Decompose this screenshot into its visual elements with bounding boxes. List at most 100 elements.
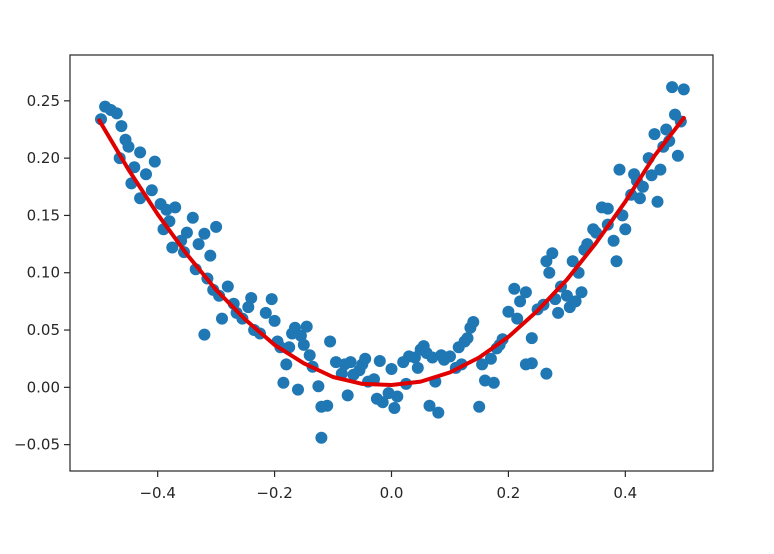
scatter-point-99: [461, 332, 474, 345]
scatter-point-74: [373, 355, 386, 367]
scatter-point-44: [265, 293, 278, 306]
scatter-point-48: [280, 358, 293, 371]
scatter-point-105: [484, 352, 497, 365]
scatter-point-161: [315, 431, 328, 444]
scatter-point-162: [540, 367, 553, 380]
scatter-point-156: [666, 81, 679, 94]
scatter-point-150: [648, 128, 661, 141]
scatter-point-114: [519, 286, 532, 299]
fit-line-layer: [97, 116, 686, 387]
scatter-point-103: [476, 358, 489, 371]
scatter-point-20: [166, 241, 179, 254]
scatter-point-123: [552, 306, 565, 319]
scatter-point-138: [607, 234, 620, 247]
scatter-point-106: [487, 376, 500, 389]
scatter-point-60: [321, 399, 334, 412]
scatter-point-66: [344, 356, 357, 369]
y-tick-label-4: 0.15: [27, 206, 60, 224]
x-tick-label-1: −0.2: [256, 484, 292, 502]
scatter-point-146: [633, 192, 646, 205]
scatter-point-149: [645, 169, 658, 182]
scatter-point-101: [467, 316, 480, 328]
scatter-point-102: [473, 400, 486, 413]
y-tick-label-5: 0.20: [27, 149, 60, 167]
scatter-point-57: [292, 383, 304, 396]
y-axis: −0.05 0.00 0.05 0.10 0.15 0.20 0.25: [14, 92, 70, 454]
y-tick-label-2: 0.05: [27, 321, 60, 339]
scatter-point-158: [671, 149, 684, 162]
scatter-point-11: [140, 168, 152, 181]
scatter-point-77: [385, 363, 398, 375]
scatter-point-58: [312, 380, 325, 393]
scatter-point-140: [613, 163, 626, 176]
scatter-point-53: [297, 338, 310, 351]
scatter-point-79: [391, 390, 404, 403]
scatter-point-43: [259, 306, 272, 319]
scatter-point-45: [268, 314, 281, 327]
scatter-point-10: [134, 146, 147, 159]
scatter-point-33: [216, 312, 228, 325]
y-tick-label-3: 0.10: [27, 264, 60, 282]
scatter-point-19: [169, 201, 182, 214]
scatter-point-139: [610, 255, 623, 268]
scatter-point-147: [636, 180, 649, 193]
x-tick-label-0: −0.4: [139, 484, 175, 502]
scatter-point-4: [115, 120, 128, 133]
x-axis: −0.4 −0.2 0.0 0.2 0.4: [139, 471, 637, 502]
plot-area: [95, 81, 690, 444]
scatter-point-3: [110, 107, 123, 120]
scatter-point-154: [660, 123, 673, 136]
scatter-point-25: [192, 238, 205, 251]
scatter-point-121: [546, 247, 559, 260]
scatter-point-14: [145, 184, 158, 197]
scatter-point-128: [569, 295, 582, 308]
scatter-point-23: [180, 226, 193, 239]
axes-frame: [69, 54, 714, 472]
fit-curve-line: [97, 116, 686, 387]
x-tick-label-4: 0.4: [613, 484, 637, 502]
scatter-point-127: [566, 255, 579, 268]
scatter-point-40: [245, 292, 258, 304]
scatter-point-55: [303, 349, 316, 362]
scatter-point-35: [198, 328, 211, 341]
scatter-point-88: [423, 399, 436, 412]
scatter-point-61: [324, 335, 337, 348]
scatter-point-91: [432, 406, 445, 419]
scatter-point-94: [444, 350, 456, 363]
scatter-point-151: [651, 195, 664, 208]
scatter-point-163: [519, 358, 532, 371]
scatter-point-27: [198, 227, 211, 240]
scatter-point-28: [204, 249, 217, 262]
scatter-point-24: [186, 211, 199, 224]
scatter-point-110: [502, 305, 515, 318]
scatter-point-12: [148, 155, 161, 168]
scatter-point-34: [221, 280, 234, 293]
scatter-point-65: [341, 389, 354, 402]
x-tick-label-3: 0.2: [496, 484, 520, 502]
y-tick-label-6: 0.25: [27, 92, 60, 110]
scatter-point-54: [300, 320, 313, 333]
scatter-point-120: [543, 266, 556, 279]
scatter-point-112: [511, 312, 524, 325]
scatter-point-49: [277, 376, 290, 389]
scatter-point-115: [525, 332, 538, 345]
scatter-point-125: [560, 289, 573, 302]
scatter-point-130: [575, 286, 588, 299]
scatter-point-84: [411, 361, 424, 374]
scatter-point-52: [294, 329, 307, 342]
scatter-point-111: [508, 282, 521, 295]
scatter-point-0: [95, 113, 107, 126]
scatter-point-113: [514, 295, 527, 308]
scatter-point-142: [619, 223, 632, 236]
x-tick-label-2: 0.0: [380, 484, 404, 502]
y-tick-label-0: −0.05: [14, 436, 60, 454]
scatter-point-70: [359, 352, 372, 365]
scatter-point-39: [242, 301, 255, 314]
scatter-point-136: [601, 202, 614, 215]
scatter-point-75: [376, 396, 389, 409]
scatter-point-160: [677, 83, 690, 96]
scatter-point-78: [388, 402, 401, 414]
scatter-point-6: [122, 140, 135, 153]
